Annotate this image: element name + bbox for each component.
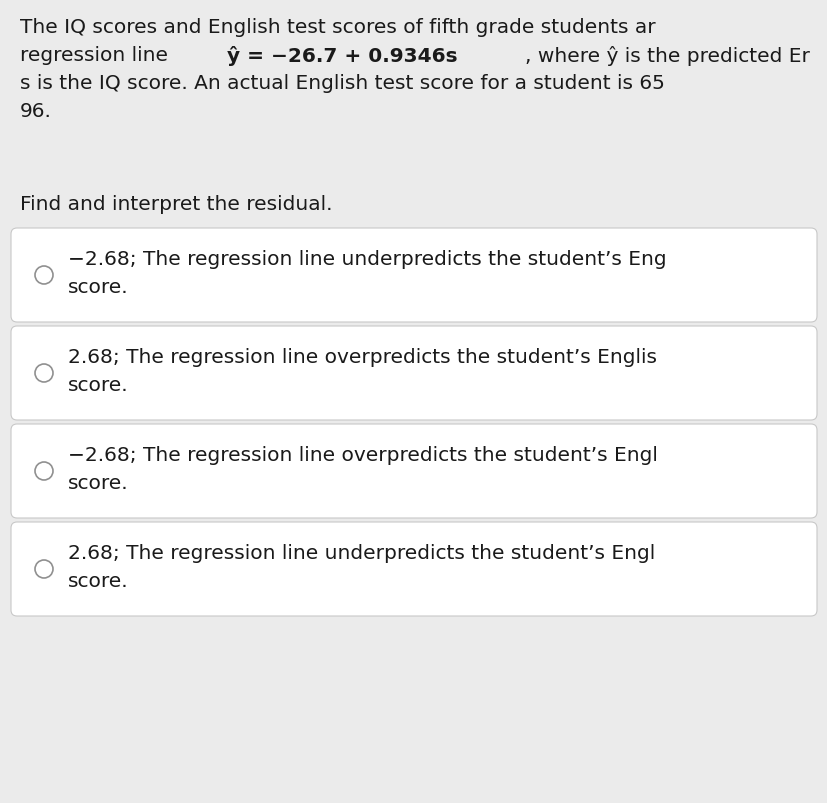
Text: score.: score. bbox=[68, 376, 128, 394]
Text: 96.: 96. bbox=[20, 102, 52, 120]
Text: −2.68; The regression line overpredicts the student’s Engl: −2.68; The regression line overpredicts … bbox=[68, 446, 657, 464]
Text: score.: score. bbox=[68, 571, 128, 590]
Circle shape bbox=[35, 560, 53, 578]
Text: −2.68; The regression line underpredicts the student’s Eng: −2.68; The regression line underpredicts… bbox=[68, 250, 666, 269]
Text: 2.68; The regression line overpredicts the student’s Englis: 2.68; The regression line overpredicts t… bbox=[68, 348, 656, 366]
Circle shape bbox=[35, 365, 53, 382]
Text: The IQ scores and English test scores of fifth grade students ar: The IQ scores and English test scores of… bbox=[20, 18, 655, 37]
FancyBboxPatch shape bbox=[11, 522, 816, 616]
Circle shape bbox=[35, 463, 53, 480]
FancyBboxPatch shape bbox=[11, 327, 816, 421]
Text: Find and interpret the residual.: Find and interpret the residual. bbox=[20, 195, 332, 214]
FancyBboxPatch shape bbox=[11, 425, 816, 519]
Text: 2.68; The regression line underpredicts the student’s Engl: 2.68; The regression line underpredicts … bbox=[68, 544, 654, 562]
Circle shape bbox=[35, 267, 53, 284]
Text: score.: score. bbox=[68, 474, 128, 492]
Text: s is the IQ score. An actual English test score for a student is 65: s is the IQ score. An actual English tes… bbox=[20, 74, 664, 93]
FancyBboxPatch shape bbox=[11, 229, 816, 323]
Text: , where ŷ is the predicted Er: , where ŷ is the predicted Er bbox=[524, 46, 809, 66]
Text: ŷ = −26.7 + 0.9346s: ŷ = −26.7 + 0.9346s bbox=[227, 46, 457, 66]
Text: regression line: regression line bbox=[20, 46, 180, 65]
Text: score.: score. bbox=[68, 278, 128, 296]
